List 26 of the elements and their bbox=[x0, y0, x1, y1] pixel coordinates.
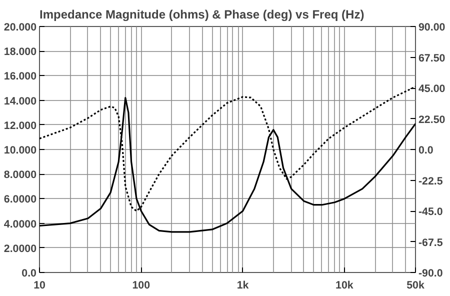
y2-tick-label: -22.5 bbox=[418, 175, 443, 188]
y-tick-label: 14.000 bbox=[4, 95, 37, 108]
y2-tick-label: -90.0 bbox=[418, 268, 443, 280]
x-tick-label: 50k bbox=[406, 280, 424, 292]
y2-tick-label: 90.00 bbox=[418, 22, 446, 34]
y2-tick-label: 22.50 bbox=[418, 114, 446, 126]
y2-tick-label: -45.0 bbox=[418, 206, 443, 218]
x-tick-label: 10 bbox=[34, 280, 46, 292]
y2-tick-label: 0.0 bbox=[418, 144, 434, 156]
y-tick-label: 18.000 bbox=[4, 46, 37, 58]
y-tick-label: 2.0000 bbox=[4, 242, 37, 255]
x-tick-label: 1k bbox=[236, 280, 249, 292]
y-tick-label: 8.0000 bbox=[4, 169, 37, 182]
y-tick-label: 12.000 bbox=[4, 120, 37, 132]
x-tick-label: 10k bbox=[336, 280, 354, 292]
chart-title: Impedance Magnitude (ohms) & Phase (deg) vs Freq (Hz) bbox=[40, 8, 364, 22]
y-tick-label: 4.0000 bbox=[4, 218, 37, 230]
y-tick-label: 0.0 bbox=[22, 268, 37, 280]
y-tick-label: 6.0000 bbox=[4, 194, 37, 206]
y2-tick-label: 45.00 bbox=[418, 83, 446, 95]
x-tick-label: 100 bbox=[132, 280, 150, 292]
y2-tick-label: -67.5 bbox=[418, 236, 443, 249]
y2-tick-label: 67.50 bbox=[418, 52, 446, 64]
y-tick-label: 20.000 bbox=[4, 22, 37, 34]
y-tick-label: 16.000 bbox=[4, 70, 37, 83]
y-tick-label: 10.000 bbox=[4, 144, 37, 156]
